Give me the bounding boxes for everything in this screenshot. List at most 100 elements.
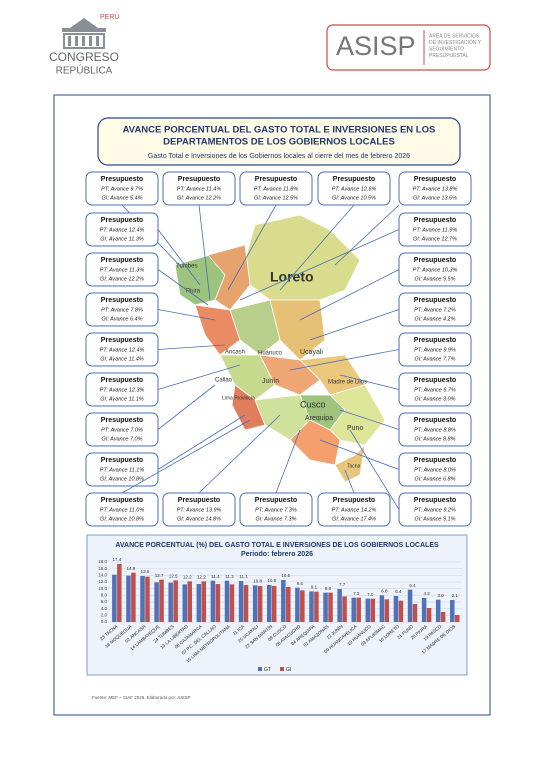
bar xyxy=(224,580,230,622)
bar xyxy=(266,585,272,622)
callout-box xyxy=(85,492,159,527)
brand-line: ÁREA DE SERVICIOS xyxy=(429,32,480,39)
value-label: 7.0 xyxy=(367,592,374,597)
callout-pt: PT: Avance 13.8% xyxy=(413,186,458,192)
bar xyxy=(215,584,221,622)
callout-text: Presupuesto PT: Avance 11.0% GI: Avance 10… xyxy=(100,497,145,523)
value-label: 12.7 xyxy=(155,573,164,578)
bar xyxy=(342,596,347,622)
connector xyxy=(319,439,400,470)
callout-box xyxy=(398,412,472,447)
bar xyxy=(168,582,173,622)
callout-title: Presupuesto xyxy=(255,176,297,183)
callout-pt: PT: Avance 7.3% xyxy=(255,507,297,513)
callout-box xyxy=(162,492,236,527)
callout-gi: GI: Avance 14.8% xyxy=(177,516,221,522)
callout-gi: GI: Avance 11.4% xyxy=(100,356,144,362)
y-tick-label: 4.0 xyxy=(101,606,108,611)
value-label: 6.4 xyxy=(395,589,402,594)
connector xyxy=(309,309,400,341)
callout-title: Presupuesto xyxy=(101,217,143,224)
callout-box xyxy=(85,171,159,206)
callout-gi: GI: Avance 3.0% xyxy=(415,396,456,402)
callout-pt: PT: Avance 10.3% xyxy=(413,267,458,273)
callout-box xyxy=(317,492,391,527)
callout-title: Presupuesto xyxy=(414,257,456,264)
bar xyxy=(112,574,117,622)
map-label: Arequipa xyxy=(305,415,333,422)
map-label: Piura xyxy=(186,289,201,295)
bar xyxy=(140,576,145,622)
map-label: Tacna xyxy=(347,463,361,469)
callout-text: Presupuesto PT: Avance 11.9% GI: Avance 12… xyxy=(413,217,458,243)
y-tick-label: 18.0 xyxy=(98,559,107,564)
bar xyxy=(229,584,235,622)
callout-box xyxy=(85,292,159,327)
value-label: 17.4 xyxy=(112,557,121,562)
map-label: Ucayali xyxy=(300,349,323,356)
callout-text: Presupuesto PT: Avance 12.3% GI: Avance 11… xyxy=(100,377,145,403)
bar xyxy=(252,585,258,622)
callout-text: Presupuesto PT: Avance 12.4% GI: Avance 11… xyxy=(100,217,145,243)
bar xyxy=(201,581,207,622)
callout-pt: PT: Avance 11.3% xyxy=(100,267,145,273)
callout-text: Presupuesto PT: Avance 11.4% GI: Avance 12… xyxy=(177,176,222,202)
value-label: 10.8 xyxy=(253,579,262,584)
y-tick-label: 6.0 xyxy=(101,599,108,604)
bar xyxy=(412,604,418,622)
bar xyxy=(365,598,371,622)
brand-line: DE INVESTIGACIÓN Y xyxy=(429,39,482,46)
callout-gi: GI: Avance 5.4% xyxy=(102,195,143,201)
bar xyxy=(370,598,376,622)
callout-title: Presupuesto xyxy=(333,497,375,504)
connector xyxy=(157,384,216,430)
connector xyxy=(349,429,400,510)
chart-frame xyxy=(86,534,468,676)
legend-swatch xyxy=(258,667,262,671)
callout-box xyxy=(85,212,159,247)
y-tick-label: 0.0 xyxy=(101,619,108,624)
callout-gi: GI: Avance 17.4% xyxy=(332,516,376,522)
callout-box xyxy=(398,372,472,407)
bar xyxy=(398,600,404,622)
value-label: 7.7 xyxy=(339,582,346,587)
infographic-subtitle: Gasto Total e Inversiones de los Gobiern… xyxy=(148,153,410,160)
callout-title: Presupuesto xyxy=(333,176,375,183)
callout-title: Presupuesto xyxy=(414,417,456,424)
callout-text: Presupuesto PT: Avance 9.9% GI: Avance 7.7… xyxy=(414,337,456,363)
connector xyxy=(339,374,400,390)
bar xyxy=(351,597,356,622)
bar xyxy=(407,589,413,622)
y-tick-label: 2.0 xyxy=(101,613,108,618)
title-box xyxy=(97,117,461,166)
callout-text: Presupuesto PT: Avance 11.3% GI: Avance 12… xyxy=(100,257,145,283)
callout-gi: GI: Avance 6.8% xyxy=(415,476,456,482)
bar xyxy=(257,586,263,622)
bar xyxy=(286,587,291,622)
callout-gi: GI: Avance 13.6% xyxy=(413,195,457,201)
infographic-title: DEPARTAMENTOS DE LOS GOBIERNOS LOCALES xyxy=(163,137,395,148)
brand-box xyxy=(326,24,491,71)
bar xyxy=(210,580,216,622)
bar xyxy=(159,579,164,622)
bar xyxy=(300,590,305,622)
callout-pt: PT: Avance 14.2% xyxy=(332,507,377,513)
connector xyxy=(334,204,400,266)
callout-box xyxy=(398,332,472,367)
bar xyxy=(243,585,249,622)
callout-text: Presupuesto PT: Avance 10.3% GI: Avance 9.… xyxy=(413,257,458,283)
bar xyxy=(131,572,136,622)
callout-pt: PT: Avance 11.9% xyxy=(413,227,458,233)
callout-gi: GI: Avance 7.7% xyxy=(415,356,456,362)
callout-title: Presupuesto xyxy=(414,176,456,183)
value-label: 11.1 xyxy=(239,574,248,579)
callout-title: Presupuesto xyxy=(178,497,220,504)
brand-line: PRESUPUESTAL xyxy=(429,53,469,59)
bar xyxy=(295,587,300,622)
map-label: Puno xyxy=(347,425,363,432)
callout-text: Presupuesto PT: Avance 9.7% GI: Avance 5.4… xyxy=(101,176,143,202)
callout-gi: GI: Avance 10.8% xyxy=(100,516,144,522)
callout-text: Presupuesto PT: Avance 13.9% GI: Avance 14… xyxy=(177,497,222,523)
bar xyxy=(196,584,202,622)
